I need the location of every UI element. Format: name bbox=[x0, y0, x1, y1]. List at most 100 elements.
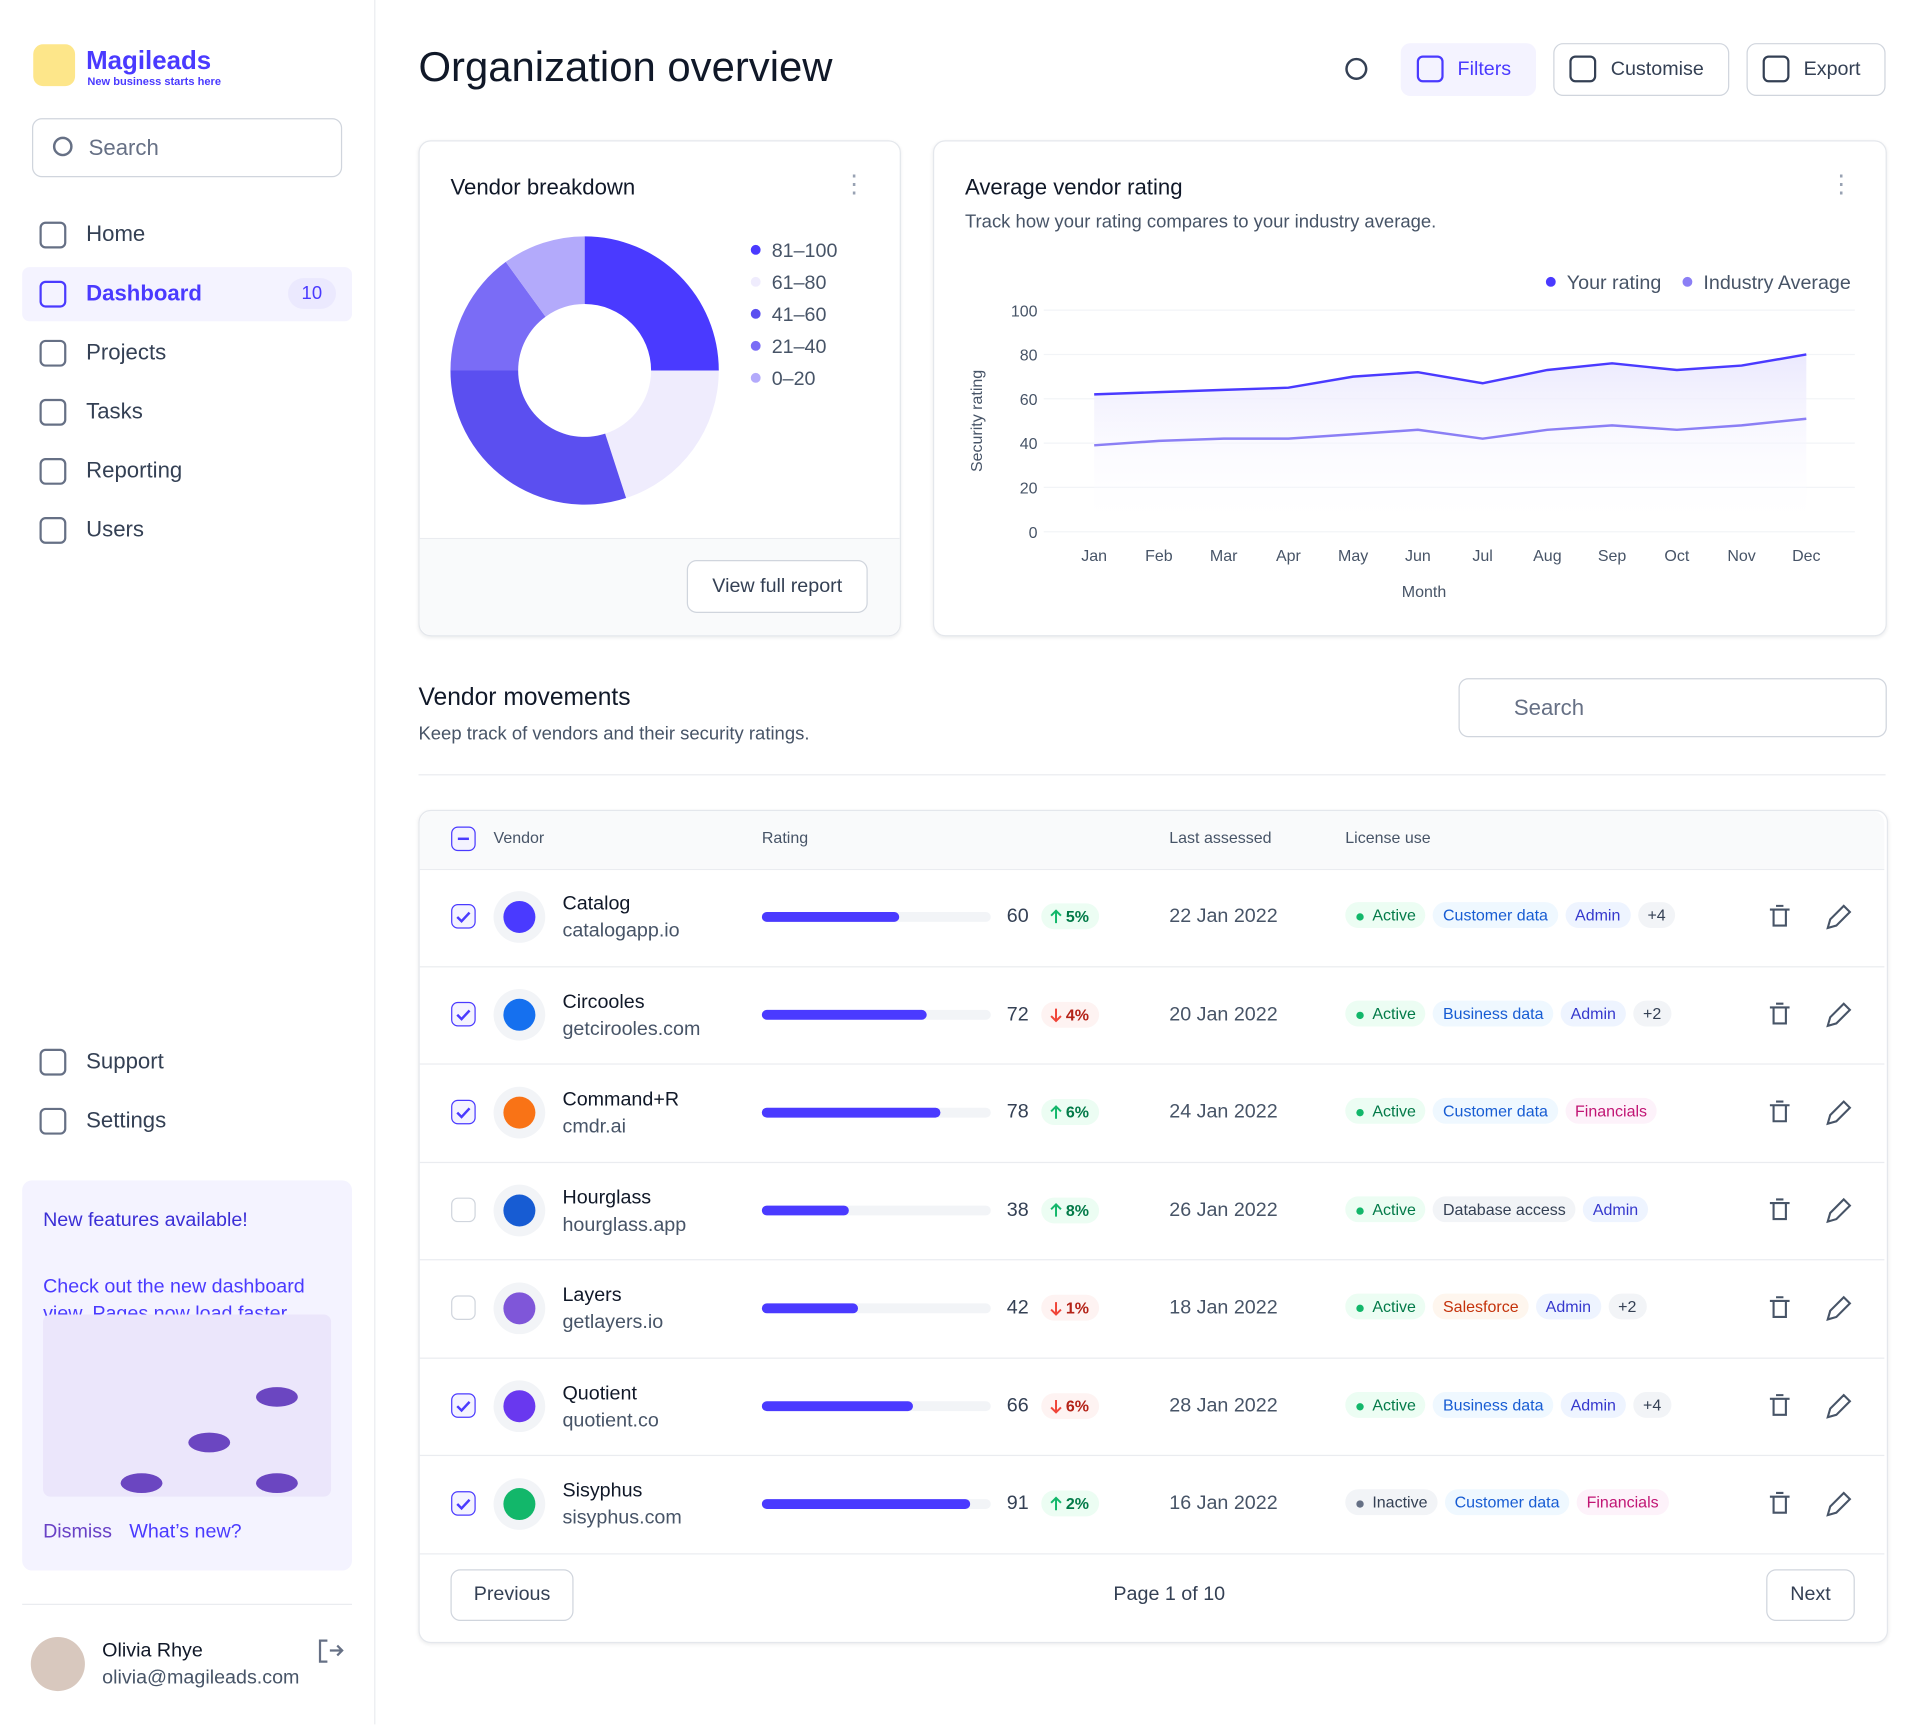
table-search[interactable] bbox=[1458, 678, 1887, 738]
tags: Active Business data Admin +2 bbox=[1345, 1000, 1678, 1026]
next-button[interactable]: Next bbox=[1766, 1569, 1855, 1621]
line bbox=[1094, 417, 1807, 447]
card-footer bbox=[419, 537, 900, 636]
rating-value: 78 bbox=[1006, 1101, 1029, 1123]
rating-change: 8% bbox=[1041, 1196, 1099, 1223]
status-dot bbox=[1356, 1011, 1364, 1019]
rating-change: 6% bbox=[1041, 1099, 1099, 1125]
illustration bbox=[188, 1432, 231, 1453]
search-placeholder: Search bbox=[88, 135, 159, 161]
row-divider bbox=[419, 1259, 1885, 1261]
last-assessed: 16 Jan 2022 bbox=[1169, 1492, 1278, 1514]
check bbox=[456, 1498, 471, 1511]
x-tick-label: Apr bbox=[1276, 548, 1302, 565]
search-placeholder: Search bbox=[1513, 695, 1585, 721]
tag: Admin bbox=[1565, 902, 1631, 929]
checkbox bbox=[451, 904, 476, 929]
nav-item[interactable]: Dashboard bbox=[86, 280, 202, 306]
x-tick-label: Jul bbox=[1472, 548, 1492, 565]
rating-bar bbox=[761, 1107, 941, 1118]
nav-item[interactable]: Reporting bbox=[86, 457, 183, 483]
trend-arrow bbox=[1050, 909, 1062, 924]
user-name: Olivia Rhye bbox=[102, 1640, 203, 1662]
tag: Admin bbox=[1535, 1293, 1601, 1320]
status-dot bbox=[1356, 1304, 1364, 1313]
pie-slice bbox=[505, 236, 585, 317]
column-header: Rating bbox=[761, 828, 809, 847]
tag: Active bbox=[1345, 1293, 1426, 1320]
brand: Magileads bbox=[86, 46, 212, 76]
rating-bar bbox=[761, 912, 900, 922]
delete-icon bbox=[1769, 1002, 1790, 1025]
action-button[interactable]: Customise bbox=[1553, 43, 1730, 97]
icon bbox=[1416, 55, 1444, 83]
rating-bar bbox=[761, 1499, 971, 1509]
vendor-name: Sisyphus bbox=[562, 1480, 643, 1502]
nav-item[interactable]: Tasks bbox=[86, 398, 143, 424]
promo-link[interactable]: What’s new? bbox=[129, 1521, 242, 1543]
prev-button[interactable]: Previous bbox=[450, 1569, 574, 1621]
row-divider bbox=[419, 1063, 1885, 1065]
promo-dismiss[interactable]: Dismiss bbox=[43, 1521, 113, 1543]
y-axis-label: Security rating bbox=[969, 370, 986, 472]
tag: Active bbox=[1345, 1391, 1426, 1418]
vendor-name: Circooles bbox=[562, 991, 645, 1013]
icon bbox=[39, 221, 67, 249]
nav-item[interactable]: Settings bbox=[86, 1107, 167, 1133]
action-button[interactable]: Filters bbox=[1400, 43, 1537, 97]
vendor-domain: sisyphus.com bbox=[562, 1507, 682, 1529]
checkbox bbox=[451, 1491, 476, 1516]
icon bbox=[1762, 55, 1790, 83]
checkbox bbox=[451, 1001, 476, 1027]
action-button[interactable]: Export bbox=[1746, 43, 1886, 97]
view-report-button[interactable]: View full report bbox=[686, 560, 868, 613]
rating-value: 91 bbox=[1006, 1492, 1029, 1514]
table-subtitle: Keep track of vendors and their security… bbox=[418, 723, 810, 745]
icon bbox=[1569, 55, 1597, 83]
checkbox bbox=[451, 1197, 476, 1223]
vendor-logo bbox=[503, 1488, 536, 1521]
trend-arrow bbox=[1050, 1496, 1062, 1511]
nav-item[interactable]: Projects bbox=[86, 339, 167, 365]
tag: Admin bbox=[1560, 1000, 1626, 1026]
delete-icon bbox=[1769, 1491, 1790, 1514]
tag: Salesforce bbox=[1433, 1293, 1529, 1320]
status-dot bbox=[1356, 1500, 1364, 1508]
icon bbox=[39, 1107, 67, 1135]
vendor-name: Layers bbox=[562, 1284, 622, 1306]
tag: Database access bbox=[1433, 1195, 1576, 1222]
delete-icon bbox=[1769, 1394, 1790, 1416]
nav-item[interactable]: Users bbox=[86, 516, 145, 542]
change-text: 8% bbox=[1065, 1200, 1090, 1220]
rating-value: 66 bbox=[1006, 1395, 1029, 1417]
search-icon bbox=[1345, 57, 1368, 81]
check bbox=[456, 1009, 471, 1021]
rating-bar bbox=[761, 1401, 913, 1412]
nav-item[interactable]: Home bbox=[86, 221, 146, 247]
x-tick-label: Aug bbox=[1533, 548, 1561, 565]
column-header: License use bbox=[1345, 828, 1431, 847]
tags: Inactive Customer data Financials bbox=[1345, 1489, 1676, 1516]
nav-item[interactable]: Support bbox=[86, 1048, 164, 1074]
vendor-domain: getcirooles.com bbox=[562, 1018, 701, 1040]
sidebar bbox=[0, 0, 376, 1725]
divider bbox=[22, 1603, 353, 1605]
tag: Active bbox=[1345, 1195, 1426, 1222]
edit-icon bbox=[1826, 1002, 1852, 1028]
check bbox=[456, 911, 471, 924]
edit-icon bbox=[1826, 1100, 1852, 1126]
y-tick-label: 100 bbox=[1011, 303, 1038, 320]
menu-dots: ⋮ bbox=[1829, 171, 1854, 198]
x-tick-label: Oct bbox=[1664, 548, 1689, 565]
tag: +2 bbox=[1608, 1293, 1647, 1320]
x-tick-label: Jan bbox=[1081, 548, 1107, 565]
legend-dot bbox=[750, 244, 761, 255]
y-tick-label: 20 bbox=[1020, 481, 1038, 498]
edit-icon bbox=[1826, 1295, 1852, 1321]
delete-icon bbox=[1769, 1296, 1790, 1319]
sidebar-search[interactable] bbox=[32, 118, 343, 178]
tags: Active Customer data Financials bbox=[1345, 1097, 1664, 1124]
pie-slice bbox=[584, 236, 719, 371]
x-axis-label: Month bbox=[1402, 584, 1446, 601]
